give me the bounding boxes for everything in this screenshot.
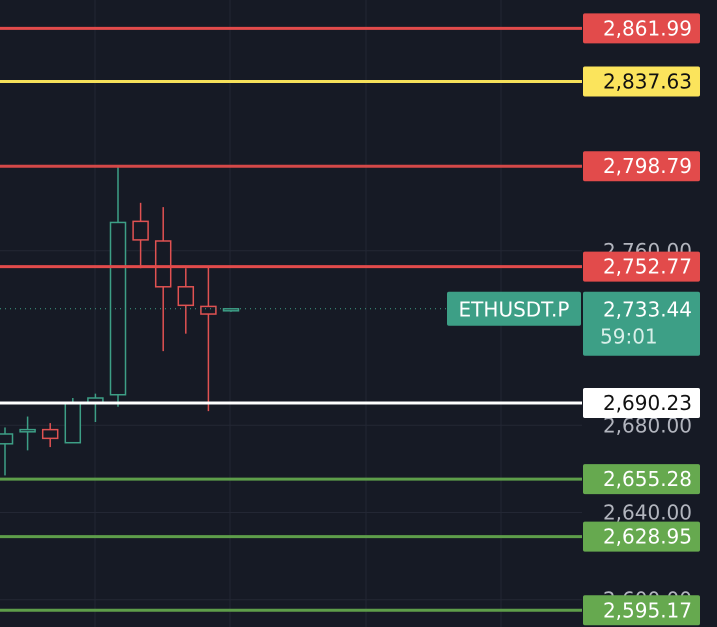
level-price-badge[interactable] bbox=[583, 521, 700, 552]
level-price-label: 2,655.28 bbox=[603, 467, 692, 491]
level-price-badge[interactable] bbox=[583, 464, 700, 495]
level-price-label: 2,690.23 bbox=[603, 391, 692, 415]
current-price-value: 2,733.44 bbox=[603, 298, 692, 322]
candle-body[interactable] bbox=[154, 240, 172, 288]
level-price-label: 2,595.17 bbox=[603, 598, 692, 622]
candle-body[interactable] bbox=[177, 286, 195, 307]
candle-body[interactable] bbox=[64, 401, 82, 444]
candle-body[interactable] bbox=[41, 428, 59, 440]
level-price-label: 2,752.77 bbox=[603, 255, 692, 279]
symbol-badge[interactable] bbox=[447, 291, 581, 326]
current-price-badge[interactable] bbox=[583, 291, 700, 356]
candle-body[interactable] bbox=[132, 220, 149, 241]
price-scale-label: 2,640.00 bbox=[603, 501, 692, 525]
level-price-badge[interactable] bbox=[583, 387, 700, 418]
level-price-label: 2,861.99 bbox=[603, 16, 692, 40]
candle-body[interactable] bbox=[109, 221, 127, 396]
level-price-label: 2,628.95 bbox=[603, 525, 692, 549]
level-price-badge[interactable] bbox=[583, 66, 700, 97]
level-price-badge[interactable] bbox=[583, 251, 700, 282]
level-price-badge[interactable] bbox=[583, 151, 700, 182]
candle-body[interactable] bbox=[19, 428, 36, 433]
bar-countdown: 59:01 bbox=[600, 325, 658, 349]
symbol-label: ETHUSDT.P bbox=[459, 298, 570, 322]
level-price-label: 2,798.79 bbox=[603, 154, 692, 178]
level-price-badge[interactable] bbox=[583, 13, 700, 44]
candle-body[interactable] bbox=[200, 305, 217, 315]
candle-body[interactable] bbox=[0, 433, 14, 445]
level-price-badge[interactable] bbox=[583, 595, 700, 626]
level-price-label: 2,837.63 bbox=[603, 69, 692, 93]
